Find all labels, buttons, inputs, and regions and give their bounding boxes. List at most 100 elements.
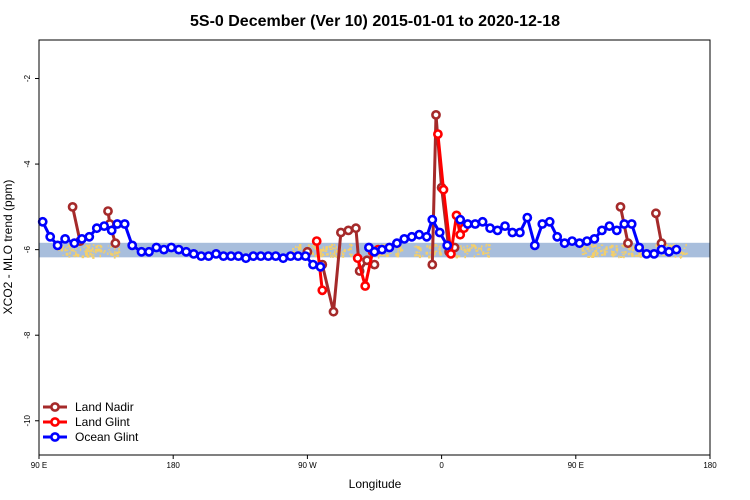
land-mask-speck <box>679 255 683 258</box>
land-mask-speck <box>487 254 489 258</box>
land-mask-speck <box>77 254 80 256</box>
land-mask-speck <box>107 245 109 247</box>
land-mask-speck <box>590 255 592 258</box>
land-mask-speck <box>482 251 485 254</box>
land-mask-speck <box>398 253 400 256</box>
land-mask-speck <box>331 254 333 257</box>
legend-swatch-marker <box>50 402 60 412</box>
data-point-ocean-glint <box>315 261 326 272</box>
land-mask-speck <box>600 244 604 246</box>
land-mask-speck <box>609 246 612 249</box>
land-mask-speck <box>64 250 67 252</box>
land-mask-speck <box>586 247 590 250</box>
land-mask-speck <box>350 256 353 258</box>
plot-frame <box>38 39 711 456</box>
land-mask-speck <box>631 254 634 257</box>
data-point-ocean-glint <box>455 214 466 225</box>
land-mask-speck <box>335 250 339 253</box>
data-point-ocean-glint <box>492 225 503 236</box>
data-point-ocean-glint <box>37 216 48 227</box>
land-mask-speck <box>387 254 390 257</box>
data-point-land-glint <box>317 285 328 296</box>
land-mask-speck <box>311 252 314 256</box>
land-mask-speck <box>385 255 388 257</box>
data-point-ocean-glint <box>671 244 682 255</box>
land-mask-speck <box>619 256 623 258</box>
land-mask-speck <box>484 252 488 254</box>
land-mask-speck <box>330 255 332 258</box>
land-mask-speck <box>334 244 336 246</box>
land-mask-speck <box>487 248 491 250</box>
land-mask-speck <box>610 253 613 256</box>
land-mask-speck <box>89 249 93 252</box>
data-point-land-nadir <box>350 223 361 234</box>
x-tick-label: 90 E <box>31 461 47 470</box>
land-mask-speck <box>480 248 483 252</box>
land-mask-speck <box>118 251 121 254</box>
land-mask-speck <box>428 255 431 259</box>
land-mask-speck <box>434 253 436 256</box>
x-tick-label: 180 <box>167 461 181 470</box>
data-point-ocean-glint <box>574 238 585 249</box>
data-point-ocean-glint <box>442 240 453 251</box>
data-point-ocean-glint <box>399 233 410 244</box>
land-mask-speck <box>621 251 624 253</box>
data-point-land-glint <box>445 248 456 259</box>
data-point-ocean-glint <box>626 219 637 229</box>
land-mask-speck <box>584 252 587 254</box>
land-mask-speck <box>433 246 436 247</box>
land-mask-speck <box>111 253 114 256</box>
land-mask-speck <box>114 250 116 253</box>
data-point-ocean-glint <box>255 251 266 261</box>
land-mask-speck <box>397 249 400 251</box>
land-mask-speck <box>377 255 380 259</box>
y-tick-label: -2 <box>23 74 32 82</box>
land-mask-speck <box>470 247 473 249</box>
data-point-land-glint <box>360 281 371 291</box>
land-mask-speck <box>400 249 402 253</box>
land-mask-speck <box>601 249 603 251</box>
data-point-land-nadir <box>328 306 339 317</box>
y-tick-label: -6 <box>23 246 32 254</box>
land-mask-speck <box>487 255 490 258</box>
land-mask-speck <box>57 249 60 251</box>
land-mask-speck <box>592 252 595 254</box>
land-mask-speck <box>476 253 480 256</box>
land-mask-speck <box>94 252 97 254</box>
series-line-land-nadir <box>654 211 663 245</box>
land-mask-speck <box>581 249 584 252</box>
land-mask-speck <box>86 255 90 258</box>
data-point-ocean-glint <box>248 251 259 261</box>
data-point-ocean-glint <box>597 225 607 236</box>
land-mask-speck <box>400 249 404 252</box>
y-tick-label: -8 <box>23 331 32 339</box>
land-mask-speck <box>326 253 329 256</box>
land-mask-speck <box>597 252 599 254</box>
data-point-ocean-glint <box>136 246 147 257</box>
land-mask-speck <box>299 247 302 250</box>
y-axis: -2 -4 -6 -8 -10 <box>23 74 39 427</box>
land-mask-speck <box>99 245 102 247</box>
land-mask-speck <box>593 244 597 247</box>
land-mask-speck <box>113 255 116 259</box>
land-mask-speck <box>96 249 99 252</box>
land-mask-speck <box>439 253 443 256</box>
land-mask-speck <box>84 250 87 253</box>
land-mask-speck <box>110 246 112 248</box>
land-mask-speck <box>398 246 401 249</box>
data-point-ocean-glint <box>151 242 162 253</box>
legend-swatch-marker <box>50 432 60 442</box>
land-mask-speck <box>610 250 613 253</box>
land-mask-speck <box>311 245 314 247</box>
land-mask-speck <box>417 246 420 249</box>
land-mask-speck <box>623 255 625 259</box>
land-mask-speck <box>328 245 330 247</box>
land-mask-speck <box>581 253 585 256</box>
land-mask-speck <box>312 246 315 249</box>
land-mask-speck <box>415 251 419 254</box>
land-mask-speck <box>592 253 594 256</box>
land-mask-speck <box>328 247 331 249</box>
land-mask-speck <box>596 252 599 255</box>
land-mask-speck <box>615 248 619 251</box>
